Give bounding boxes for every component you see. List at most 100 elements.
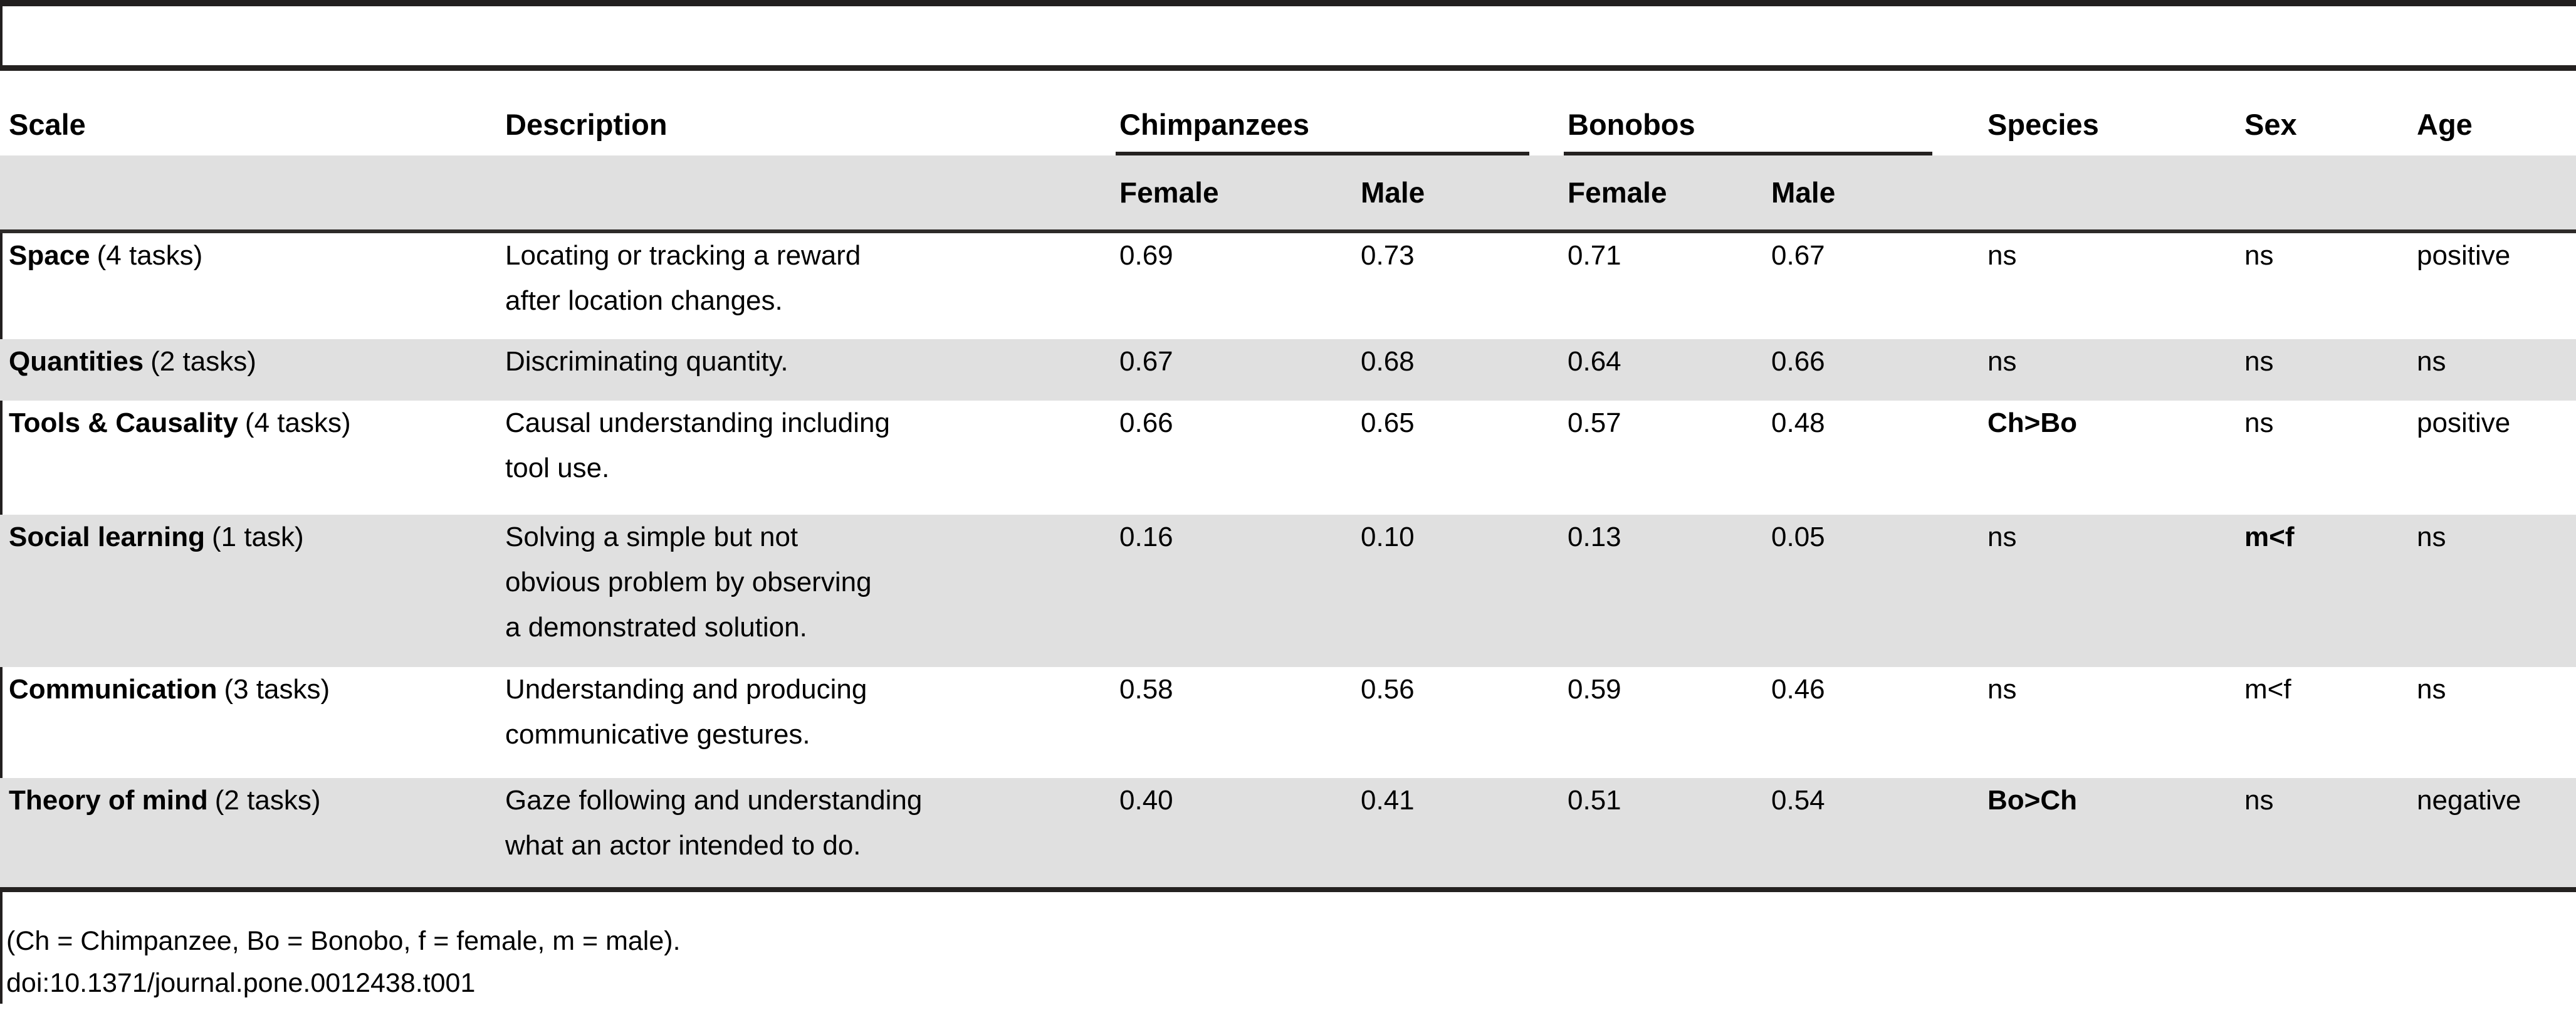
table-row-quantities: Quantities (2 tasks) Discriminating quant…: [0, 339, 2576, 401]
chimp-female-value: 0.67: [1119, 345, 1173, 377]
subheader-empty-sex: [2241, 155, 2414, 233]
column-header-scale: Scale: [0, 68, 495, 155]
comparison-table: Scale Description Chimpanzees Bonobos Sp…: [0, 65, 2576, 892]
description-cell: Discriminating quantity.: [505, 345, 788, 377]
subheader-empty-description: [495, 155, 1116, 233]
subheader-row: Female Male Female Male: [0, 155, 2576, 233]
scale-name: Quantities: [9, 345, 144, 377]
page-left-edge-rule: [0, 0, 3, 1004]
age-effect: positive: [2417, 239, 2511, 271]
subheader-empty-species: [1984, 155, 2241, 233]
age-effect: ns: [2417, 673, 2446, 705]
column-header-species: Species: [1984, 68, 2241, 155]
table-row-communication: Communication (3 tasks) Understanding and…: [0, 667, 2576, 778]
column-header-age: Age: [2413, 68, 2576, 155]
species-effect: ns: [1987, 521, 2017, 552]
bonobos-group-label: Bonobos: [1568, 107, 1695, 141]
species-effect: ns: [1987, 673, 2017, 705]
scale-task-count: (1 task): [211, 521, 304, 552]
sex-effect: m<f: [2244, 521, 2295, 552]
subheader-bonobo-male: Male: [1767, 155, 1984, 233]
bonobo-male-value: 0.67: [1771, 239, 1825, 271]
column-group-bonobos: Bonobos: [1564, 68, 1984, 155]
header-row: Scale Description Chimpanzees Bonobos Sp…: [0, 68, 2576, 155]
table-row-space: Space (4 tasks) Locating or tracking a re…: [0, 231, 2576, 339]
bonobo-male-value: 0.66: [1771, 345, 1825, 377]
bonobo-female-value: 0.59: [1568, 673, 1621, 705]
description-cell: Locating or tracking a reward after loca…: [505, 239, 861, 316]
sex-effect: ns: [2244, 784, 2274, 816]
species-effect: ns: [1987, 345, 2017, 377]
chimpanzees-group-label: Chimpanzees: [1119, 107, 1309, 141]
species-effect: Bo>Ch: [1987, 784, 2078, 816]
chimp-female-value: 0.69: [1119, 239, 1173, 271]
subheader-chimp-male: Male: [1357, 155, 1564, 233]
bonobo-female-value: 0.13: [1568, 521, 1621, 552]
bonobo-male-value: 0.54: [1771, 784, 1825, 816]
scale-name: Communication: [9, 673, 217, 705]
scale-name: Theory of mind: [9, 784, 208, 816]
chimp-female-value: 0.40: [1119, 784, 1173, 816]
description-cell: Gaze following and understanding what an…: [505, 784, 923, 861]
legend-footnote: (Ch = Chimpanzee, Bo = Bonobo, f = femal…: [6, 926, 681, 956]
scale-cell: Quantities (2 tasks): [0, 339, 495, 401]
scale-task-count: (2 tasks): [150, 345, 256, 377]
subheader-chimp-female: Female: [1116, 155, 1357, 233]
subheader-empty-age: [2413, 155, 2576, 233]
doi-footnote: doi:10.1371/journal.pone.0012438.t001: [6, 968, 476, 998]
chimp-male-value: 0.10: [1361, 521, 1415, 552]
age-effect: positive: [2417, 407, 2511, 438]
scale-name: Social learning: [9, 521, 205, 552]
subheader-empty-scale: [0, 155, 495, 233]
bonobo-female-value: 0.51: [1568, 784, 1621, 816]
sex-effect: ns: [2244, 345, 2274, 377]
column-group-chimpanzees: Chimpanzees: [1116, 68, 1564, 155]
scale-task-count: (4 tasks): [97, 239, 203, 271]
chimp-male-value: 0.73: [1361, 239, 1415, 271]
scale-name: Tools & Causality: [9, 407, 238, 438]
chimp-female-value: 0.58: [1119, 673, 1173, 705]
scale-name: Space: [9, 239, 90, 271]
description-cell: Understanding and producing communicativ…: [505, 673, 867, 750]
chimp-male-value: 0.65: [1361, 407, 1415, 438]
column-header-sex: Sex: [2241, 68, 2414, 155]
bonobo-male-value: 0.48: [1771, 407, 1825, 438]
scale-cell: Theory of mind (2 tasks): [0, 778, 495, 890]
description-cell: Solving a simple but not obvious problem…: [505, 521, 872, 643]
scale-cell: Communication (3 tasks): [0, 667, 495, 778]
chimp-female-value: 0.16: [1119, 521, 1173, 552]
table-footnotes: (Ch = Chimpanzee, Bo = Bonobo, f = femal…: [6, 920, 681, 1004]
subheader-bonobo-female: Female: [1564, 155, 1768, 233]
age-effect: negative: [2417, 784, 2521, 816]
bonobo-female-value: 0.57: [1568, 407, 1621, 438]
table-row-social-learning: Social learning (1 task) Solving a simple…: [0, 514, 2576, 667]
bonobos-underline: [1564, 151, 1933, 155]
chimpanzees-underline: [1116, 151, 1530, 155]
page-top-rule: [0, 0, 2576, 6]
scale-task-count: (2 tasks): [214, 784, 321, 816]
species-effect: ns: [1987, 239, 2017, 271]
chimp-male-value: 0.68: [1361, 345, 1415, 377]
sex-effect: ns: [2244, 407, 2274, 438]
bonobo-female-value: 0.71: [1568, 239, 1621, 271]
table-row-theory-of-mind: Theory of mind (2 tasks) Gaze following a…: [0, 777, 2576, 890]
scale-cell: Social learning (1 task): [0, 515, 495, 667]
age-effect: ns: [2417, 345, 2446, 377]
bonobo-female-value: 0.64: [1568, 345, 1621, 377]
description-cell: Causal understanding including tool use.: [505, 407, 890, 483]
sex-effect: m<f: [2244, 673, 2291, 705]
bonobo-male-value: 0.46: [1771, 673, 1825, 705]
scale-cell: Space (4 tasks): [0, 231, 495, 339]
scale-task-count: (4 tasks): [244, 407, 351, 438]
scale-cell: Tools & Causality (4 tasks): [0, 401, 495, 515]
species-effect: Ch>Bo: [1987, 407, 2078, 438]
chimp-male-value: 0.41: [1361, 784, 1415, 816]
age-effect: ns: [2417, 521, 2446, 552]
scale-task-count: (3 tasks): [224, 673, 330, 705]
chimp-female-value: 0.66: [1119, 407, 1173, 438]
sex-effect: ns: [2244, 239, 2274, 271]
chimp-male-value: 0.56: [1361, 673, 1415, 705]
bonobo-male-value: 0.05: [1771, 521, 1825, 552]
table-row-tools-causality: Tools & Causality (4 tasks) Causal unders…: [0, 401, 2576, 515]
